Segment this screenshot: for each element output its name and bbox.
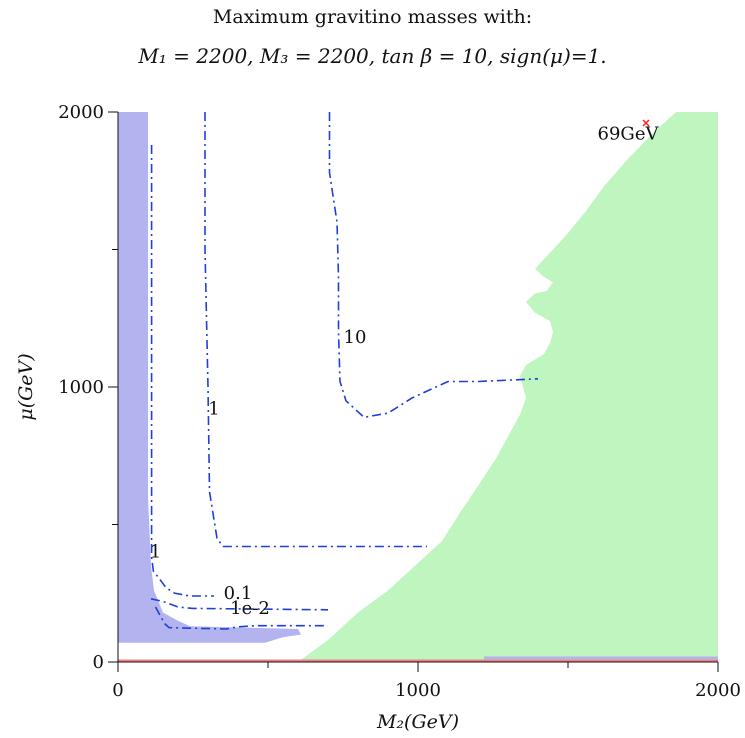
marker-x	[642, 119, 650, 127]
axes: 0 1000 2000 0 1000 2000 M₂(GeV) μ(GeV)	[15, 102, 741, 733]
contour-label: 1e-2	[230, 598, 270, 619]
region-green_region-0	[298, 112, 718, 662]
contour-labels: 1 0.11e-2 1 10	[150, 327, 367, 619]
contour-line-1	[150, 598, 329, 611]
contour-lines	[150, 112, 539, 630]
contour-label: 0.1	[224, 583, 253, 604]
x-tick-label: 2000	[695, 680, 741, 701]
x-tick-label: 1000	[395, 680, 441, 701]
x-axis-label: M₂(GeV)	[376, 711, 459, 733]
contour-line-0	[150, 145, 214, 597]
contour-line-3	[204, 112, 427, 548]
chart-subtitle: M₁ = 2200, M₃ = 2200, tan β = 10, sign(μ…	[138, 44, 607, 68]
region-blue_region-3	[484, 656, 718, 660]
y-tick-label: 1000	[58, 377, 104, 398]
y-tick-label: 2000	[58, 102, 104, 123]
contour-label: 1	[208, 399, 219, 420]
marker-stroke	[642, 119, 650, 127]
annotation-label: 69GeV	[598, 123, 660, 144]
contour-label: 1	[150, 542, 161, 563]
y-axis-label: μ(GeV)	[15, 353, 37, 420]
contour-line-4	[328, 112, 539, 419]
contour-label: 10	[344, 327, 367, 348]
chart-title: Maximum gravitino masses with:	[212, 6, 533, 28]
shaded-regions	[118, 112, 718, 662]
region-blue_region-2	[118, 112, 301, 643]
x-tick-label: 0	[112, 680, 123, 701]
y-tick-label: 0	[93, 652, 104, 673]
annotations: 69GeV	[598, 119, 660, 144]
contour-line-2	[154, 606, 328, 630]
